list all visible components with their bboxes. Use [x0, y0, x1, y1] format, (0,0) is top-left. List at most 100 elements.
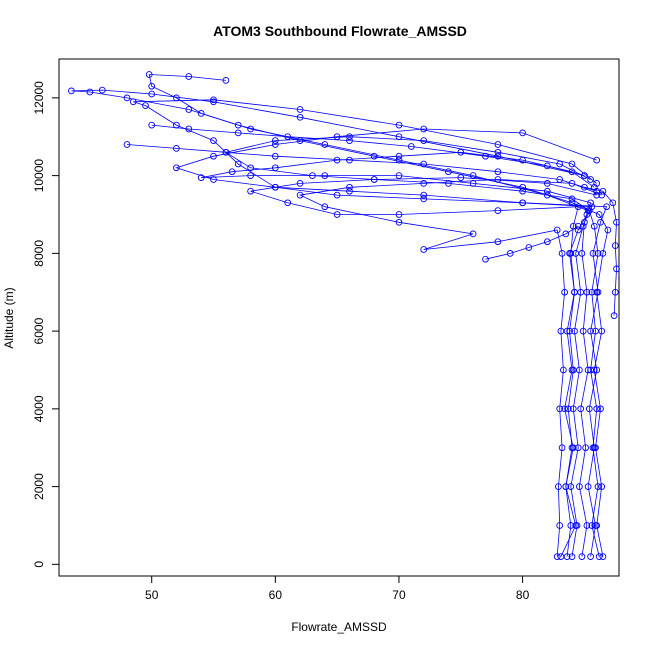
data-point: [567, 522, 575, 529]
data-point: [494, 152, 502, 160]
y-axis-label: Altitude (m): [2, 287, 16, 348]
data-point: [482, 152, 489, 160]
data-point: [556, 522, 564, 529]
data-point: [593, 405, 601, 413]
data-point: [395, 211, 403, 218]
data-point: [234, 121, 242, 129]
data-point: [210, 137, 217, 144]
series-8: [247, 174, 601, 560]
data-point: [321, 141, 329, 148]
data-point: [68, 87, 75, 95]
data-point: [395, 133, 403, 141]
data-point: [568, 195, 576, 203]
data-point: [593, 187, 601, 195]
data-point: [123, 94, 131, 102]
x-axis: 50 60 70 80: [145, 575, 530, 602]
data-point: [576, 483, 583, 490]
data-point: [271, 152, 279, 160]
data-point: [271, 137, 279, 144]
data-point: [420, 160, 428, 168]
data-point: [593, 156, 601, 164]
data-point: [593, 180, 601, 187]
data-point: [611, 242, 619, 249]
data-point: [173, 145, 180, 152]
series-4-line: [298, 179, 602, 557]
data-point: [553, 226, 561, 234]
data-point: [595, 211, 603, 218]
data-point: [296, 106, 304, 113]
data-point: [568, 199, 576, 207]
data-point: [593, 522, 601, 529]
data-point: [581, 218, 588, 226]
data-point: [494, 238, 502, 246]
data-point: [543, 238, 551, 246]
series-10: [123, 141, 601, 195]
data-point: [222, 148, 230, 156]
data-point: [420, 191, 428, 199]
y-tick-label: 8000: [32, 240, 46, 267]
data-point: [584, 483, 592, 490]
data-point: [595, 553, 603, 560]
series-9-line: [584, 186, 617, 316]
data-point: [581, 183, 588, 191]
x-tick-label: 50: [145, 588, 159, 602]
y-tick-label: 4000: [32, 395, 46, 422]
data-point: [611, 288, 619, 296]
data-point: [609, 199, 617, 207]
data-point: [598, 483, 606, 490]
data-point: [563, 553, 571, 560]
data-point: [395, 152, 403, 160]
data-point: [247, 172, 254, 179]
data-point: [210, 98, 217, 106]
series-1-line: [201, 151, 595, 557]
data-point: [173, 94, 180, 102]
data-point: [604, 226, 612, 234]
data-point: [578, 553, 586, 560]
series-12-line: [151, 124, 585, 176]
series-8-line: [250, 177, 597, 557]
y-tick-label: 0: [32, 561, 46, 568]
data-point: [321, 203, 329, 211]
data-point: [571, 327, 578, 335]
data-point: [587, 176, 594, 183]
data-point: [572, 250, 580, 257]
data-point: [284, 133, 292, 141]
data-point: [148, 82, 156, 90]
chart-title: ATOM3 Southbound Flowrate_AMSSD: [213, 23, 467, 39]
series-5-line: [175, 128, 608, 557]
series-4: [296, 176, 606, 560]
data-point: [210, 96, 217, 104]
data-point: [445, 168, 452, 176]
y-tick-label: 2000: [32, 473, 46, 500]
data-point: [579, 327, 587, 335]
data-point: [579, 222, 587, 230]
data-point: [562, 230, 570, 238]
data-point: [593, 191, 601, 199]
data-point: [588, 203, 596, 211]
data-point: [482, 255, 489, 263]
data-point: [123, 141, 131, 148]
series-10-line: [126, 144, 597, 192]
data-point: [420, 125, 428, 133]
data-point: [296, 180, 304, 187]
data-point: [583, 522, 591, 529]
x-tick-label: 70: [392, 588, 406, 602]
data-point: [561, 405, 568, 413]
data-point: [590, 366, 598, 374]
data-point: [185, 125, 193, 133]
data-point: [587, 553, 594, 560]
data-point: [569, 366, 577, 374]
data-point: [582, 444, 589, 452]
series-2-line: [224, 136, 600, 557]
data-point: [407, 143, 415, 150]
data-point: [564, 405, 572, 413]
data-point: [588, 522, 596, 529]
data-point: [346, 187, 353, 195]
data-point: [173, 164, 180, 172]
data-point: [568, 180, 576, 187]
series-3-line: [133, 99, 597, 557]
data-point: [370, 176, 378, 183]
data-point: [333, 211, 341, 218]
data-point: [271, 183, 279, 191]
